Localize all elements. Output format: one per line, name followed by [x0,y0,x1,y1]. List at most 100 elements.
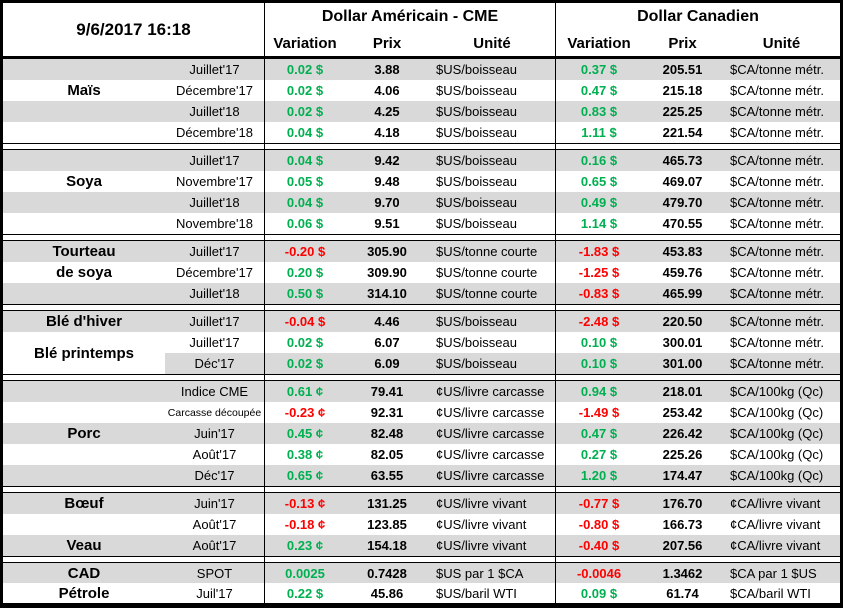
usd-price-cell: 9.42 [345,150,429,171]
cad-variation-cell: 0.37 $ [556,59,642,80]
usd-price-cell: 92.31 [370,405,404,420]
cad-variation-cell: 0.65 $ [580,174,618,189]
cad-variation-cell: 0.09 $ [580,585,618,601]
cad-price-cell: 479.70 [642,192,723,213]
usd-variation-cell: 0.06 $ [286,216,324,231]
cad-price-cell: 220.50 [642,311,723,332]
section-separator [3,487,840,492]
usd-variation-cell: 0.23 ¢ [265,535,345,556]
section-boeuf-veau: Bœuf Juin'17 -0.13 ¢ 131.25 ¢US/livre vivant… [3,492,840,557]
usd-variation-cell: -0.18 ¢ [284,517,326,532]
cad-unit-cell: $CA par 1 $US [723,563,840,583]
usd-variation-cell: 0.02 $ [265,101,345,122]
usd-price-cell: 3.88 [345,59,429,80]
usd-price-cell: 0.7428 [345,563,429,583]
cad-unit-cell: $CA/tonne métr. [723,241,840,262]
commodity-label [3,514,165,535]
cad-variation-cell: -0.0046 [556,563,642,583]
usd-unit-cell: $US/boisseau [429,213,556,234]
cad-variation-cell: -1.25 $ [578,265,620,280]
usd-variation-cell: 0.04 $ [265,150,345,171]
section-cad-petrole: CAD SPOT 0.0025 0.7428 $US par 1 $CA -0.0046 1… [3,562,840,604]
section-separator [3,144,840,149]
cad-variation-cell: -0.77 $ [556,493,642,514]
commodity-label [3,122,165,143]
cad-unit-cell: $CA/tonne métr. [723,59,840,80]
usd-unit-cell: ¢US/livre carcasse [429,402,556,423]
cad-unit-cell: ¢CA/livre vivant [723,493,840,514]
usd-unit-cell: ¢US/livre carcasse [429,465,556,486]
usd-price-cell: 305.90 [345,241,429,262]
table-header: 9/6/2017 16:18 Dollar Américain - CME Do… [3,3,840,58]
section-separator [3,235,840,240]
usd-price-cell: 9.51 [374,216,400,231]
commodity-label [3,213,165,234]
cad-unit-cell: $CA/100kg (Qc) [730,405,824,420]
commodity-label: Porc [3,423,165,444]
usd-variation-cell: 0.20 $ [286,265,324,280]
usd-variation-cell: 0.45 ¢ [265,423,345,444]
usd-variation-cell: 0.02 $ [286,335,324,350]
cad-variation-cell: -1.83 $ [556,241,642,262]
contract-month-cell: Août'17 [165,535,265,556]
usd-price-cell: 45.86 [370,585,404,601]
usd-variation-cell: 0.04 $ [286,125,324,140]
commodity-label [3,283,165,304]
cad-price-cell: 61.74 [666,585,699,601]
usd-variation-cell: -0.23 ¢ [284,405,326,420]
usd-price-cell: 4.06 [374,83,400,98]
usd-unit-cell: $US/boisseau [429,332,556,353]
cad-price-cell: 215.18 [662,83,703,98]
cad-price-cell: 226.42 [642,423,723,444]
usd-price-cell: 82.05 [370,447,404,462]
usd-price-cell: 4.25 [345,101,429,122]
commodity-label: Blé printemps [3,332,165,374]
commodity-label: de soya [56,264,112,281]
contract-month-cell: Déc'17 [165,353,265,374]
usd-price-cell: 309.90 [367,265,407,280]
usd-variation-cell: 0.05 $ [286,174,324,189]
commodity-label: Blé d'hiver [3,311,165,332]
cad-variation-cell: -1.49 $ [578,405,620,420]
cad-price-cell: 465.73 [642,150,723,171]
cad-variation-cell: 0.27 $ [580,447,618,462]
usd-variation-cell: 0.02 $ [286,83,324,98]
cad-variation-cell: -2.48 $ [556,311,642,332]
contract-month-cell: Juillet'17 [165,332,265,353]
commodity-label [3,444,165,465]
commodity-label: Pétrole [58,584,110,602]
cad-variation-cell: 0.10 $ [580,335,618,350]
cad-price-cell: 470.55 [662,216,703,231]
contract-month-cell: Déc'17 [165,465,265,486]
commodity-label [3,381,165,402]
cad-price-cell: 207.56 [642,535,723,556]
cad-price-cell: 166.73 [662,517,703,532]
section-mais: Juillet'17 0.02 $3.88 $US/boisseau 0.37 $20… [3,58,840,144]
usd-price-cell: 4.46 [345,311,429,332]
cad-variation-cell: 0.47 $ [556,423,642,444]
cad-price-cell: 453.83 [642,241,723,262]
cad-unit-cell: $CA/tonne métr. [723,311,840,332]
usd-unit-cell: $US/baril WTI [429,583,556,603]
contract-month-cell: Décembre'18 [165,122,265,143]
contract-month-cell: Novembre'17 [165,171,265,192]
cad-unit-cell: $CA/tonne métr. [730,265,824,280]
usd-unit-cell: $US/boisseau [429,311,556,332]
cad-price-cell: 176.70 [642,493,723,514]
usd-unit-cell: ¢US/livre carcasse [429,423,556,444]
usd-unit-cell: ¢US/livre vivant [429,493,556,514]
contract-month-cell: Juillet'17 [165,59,265,80]
cad-variation-cell: 1.11 $ [581,125,617,140]
usd-price-cell: 131.25 [345,493,429,514]
usd-prix-header: Prix [372,34,402,52]
commodity-label: Tourteau [3,241,165,262]
section-separator [3,305,840,310]
section-separator [3,557,840,562]
cad-variation-cell: -0.40 $ [556,535,642,556]
cad-price-cell: 205.51 [642,59,723,80]
usd-price-cell: 9.70 [345,192,429,213]
contract-month-cell: Indice CME [165,381,265,402]
cad-unit-cell: $CA/tonne métr. [730,125,824,140]
contract-month-cell: Juillet'17 [165,311,265,332]
